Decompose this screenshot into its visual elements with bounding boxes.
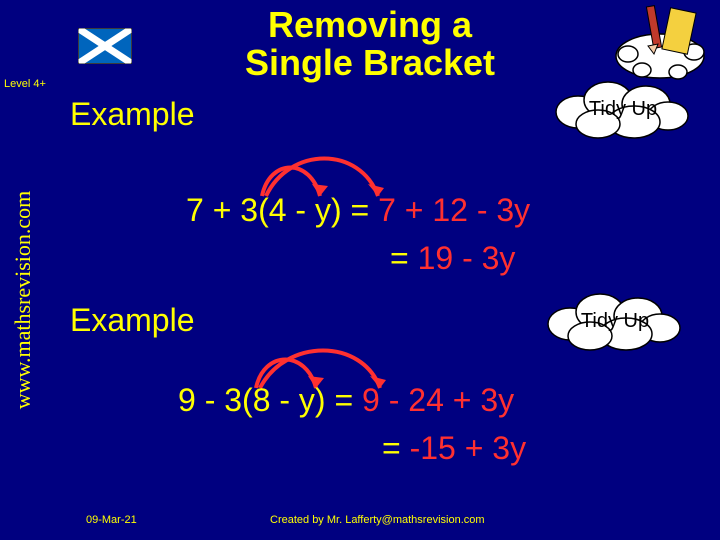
eq2-rhs-b: + 3y [444, 382, 514, 418]
equation-2-line-1: 9 - 3(8 - y) = 9 - 24 + 3y [178, 382, 514, 419]
eq1-equals: = [342, 192, 378, 228]
tidy-up-cloud-1: Tidy Up [548, 78, 698, 140]
example-label-1: Example [70, 96, 195, 133]
eq1-rhs-a: 7 + 12 [378, 192, 468, 228]
footer-date: 09-Mar-21 [86, 514, 137, 526]
footer-credit: Created by Mr. Lafferty@mathsrevision.co… [270, 514, 485, 526]
eq1-rhs-b: - 3y [468, 192, 530, 228]
eq1-lhs: 7 + 3(4 - y) [186, 192, 342, 228]
title-line2: Single Bracket [245, 42, 495, 83]
sidebar-url-text: www.mathsrevision.com [10, 191, 36, 410]
page-title: Removing a Single Bracket [160, 6, 580, 82]
equation-2-line-2: = -15 + 3y [382, 430, 526, 467]
level-badge: Level 4+ [4, 78, 46, 90]
title-line1: Removing a [268, 4, 472, 45]
tidy-up-cloud-2: Tidy Up [540, 290, 690, 352]
eq2b-rhs: -15 + 3y [410, 430, 527, 466]
scotland-flag-icon [78, 28, 132, 64]
tidy-up-text-2: Tidy Up [540, 310, 690, 333]
stationery-icon [612, 4, 708, 84]
sidebar-url: www.mathsrevision.com [2, 110, 44, 490]
eq2-lhs: 9 - 3(8 - y) [178, 382, 326, 418]
eq2-rhs-a: 9 - 24 [362, 382, 444, 418]
eq2b-equals: = [382, 430, 410, 466]
eq1b-equals: = [390, 240, 418, 276]
equation-1-line-1: 7 + 3(4 - y) = 7 + 12 - 3y [186, 192, 530, 229]
eq2-equals: = [326, 382, 362, 418]
eq1b-rhs: 19 - 3y [418, 240, 516, 276]
tidy-up-text-1: Tidy Up [548, 98, 698, 121]
example-label-2: Example [70, 302, 195, 339]
equation-1-line-2: = 19 - 3y [390, 240, 515, 277]
